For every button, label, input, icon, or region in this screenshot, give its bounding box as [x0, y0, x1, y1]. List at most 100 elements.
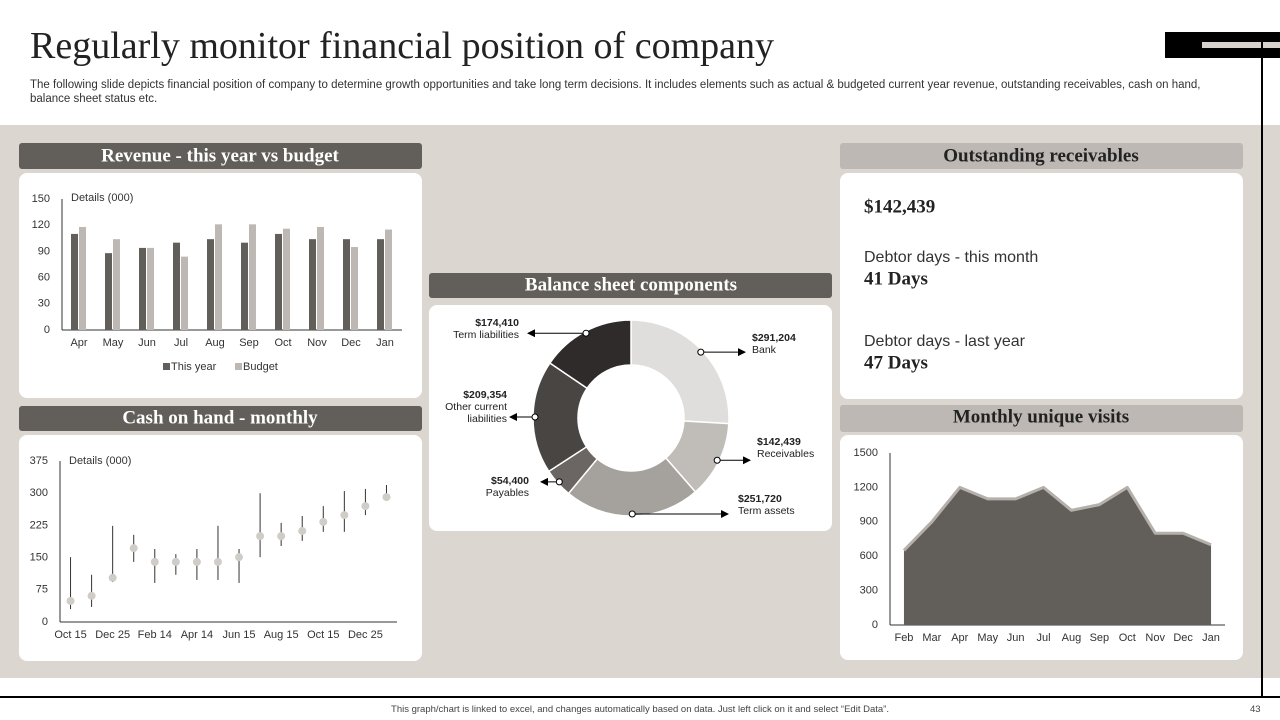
panel-header: [19, 406, 422, 431]
bar: [113, 239, 120, 330]
data-label-value: $174,410: [475, 317, 519, 329]
x-tick-label: Aug: [1062, 632, 1082, 644]
data-label-category: Bank: [752, 344, 776, 356]
area-line: [902, 485, 1212, 552]
axis-label: Details (000): [71, 192, 133, 204]
slide-subtitle: The following slide depicts financial po…: [30, 79, 1201, 105]
bar: [343, 239, 350, 330]
y-tick-label: 900: [860, 516, 878, 528]
bar: [147, 247, 154, 330]
bar: [275, 233, 282, 330]
close-point: [87, 591, 96, 600]
x-tick-label: Jun: [1007, 632, 1025, 644]
x-tick-label: Apr 14: [181, 629, 213, 641]
x-tick-label: Jun 15: [223, 629, 256, 641]
y-tick-label: 0: [872, 619, 878, 631]
x-tick-label: Oct 15: [54, 629, 86, 641]
close-point: [150, 557, 159, 566]
x-tick-label: Aug: [205, 337, 225, 349]
chart-title: Revenue - this year vs budget: [101, 145, 339, 166]
y-tick-label: 300: [30, 487, 48, 499]
legend-swatch: [235, 363, 242, 370]
y-tick-label: 375: [30, 455, 48, 467]
x-tick-label: Nov: [1145, 632, 1165, 644]
close-point: [277, 532, 286, 541]
bar: [139, 247, 146, 330]
x-tick-label: Apr: [70, 337, 87, 349]
callout-dot: [697, 348, 705, 356]
close-point: [235, 553, 244, 562]
chart-title: Monthly unique visits: [953, 406, 1129, 427]
callout-dot: [582, 329, 590, 337]
legend-swatch: [163, 363, 170, 370]
receivables-label: Debtor days - this month: [864, 249, 1038, 266]
panel-header: [840, 143, 1243, 169]
bar: [317, 226, 324, 330]
bar: [215, 224, 222, 330]
x-tick-label: Oct 15: [307, 629, 339, 641]
y-tick-label: 30: [38, 298, 50, 310]
y-tick-label: 600: [860, 550, 878, 562]
x-tick-label: Jul: [174, 337, 188, 349]
x-tick-label: Dec 25: [348, 629, 383, 641]
chart-title: Cash on hand - monthly: [122, 407, 318, 428]
legend-label: Budget: [243, 361, 278, 373]
footer-note: This graph/chart is linked to excel, and…: [391, 704, 889, 715]
panel: [840, 173, 1243, 399]
y-tick-label: 0: [42, 616, 48, 628]
callout-dot: [713, 456, 721, 464]
data-label-category: Payables: [485, 487, 529, 499]
x-tick-label: Apr: [951, 632, 968, 644]
page-number: 43: [1250, 704, 1261, 715]
y-tick-label: 150: [32, 193, 50, 205]
y-tick-label: 300: [860, 585, 878, 597]
legend-label: This year: [171, 361, 217, 373]
bar: [181, 256, 188, 330]
data-label-category: Term assets: [738, 505, 795, 517]
close-point: [171, 557, 180, 566]
receivables-label: Debtor days - last year: [864, 333, 1026, 350]
close-point: [298, 526, 307, 535]
x-tick-label: Jan: [1202, 632, 1220, 644]
x-tick-label: Jul: [1037, 632, 1051, 644]
y-tick-label: 1200: [854, 481, 878, 493]
panel-header: [429, 273, 832, 298]
x-tick-label: May: [977, 632, 998, 644]
data-label-value: $251,720: [738, 493, 782, 505]
close-point: [319, 517, 328, 526]
x-tick-label: Oct: [1119, 632, 1136, 644]
x-tick-label: Jan: [376, 337, 394, 349]
bar: [309, 239, 316, 330]
data-label-category: Other current liabilities: [445, 401, 507, 425]
x-tick-label: Oct: [274, 337, 291, 349]
bar: [377, 239, 384, 330]
y-tick-label: 225: [30, 519, 48, 531]
data-label-value: $54,400: [491, 475, 529, 487]
panel-title: Outstanding receivables: [943, 145, 1138, 166]
callout-dot: [628, 510, 636, 518]
data-label-category: Term liabilities: [453, 329, 519, 341]
bar: [249, 224, 256, 330]
data-label-value: $142,439: [757, 436, 801, 448]
slide-title: Regularly monitor financial position of …: [30, 25, 775, 67]
x-tick-label: Feb: [894, 632, 913, 644]
x-tick-label: Nov: [307, 337, 327, 349]
x-tick-label: Dec 25: [95, 629, 130, 641]
bar: [71, 233, 78, 330]
area: [903, 487, 1212, 625]
panel: [19, 435, 422, 661]
data-label: $291,204 Bank: [752, 332, 842, 356]
panel: [429, 305, 832, 531]
close-point: [66, 596, 75, 605]
close-point: [108, 573, 117, 582]
receivables-amount: $142,439: [864, 196, 935, 217]
vertical-rule: [1261, 32, 1263, 698]
x-tick-label: Jun: [138, 337, 156, 349]
y-tick-label: 0: [44, 324, 50, 336]
y-tick-label: 60: [38, 272, 50, 284]
data-label: $251,720 Term assets: [738, 493, 828, 517]
close-point: [256, 532, 265, 541]
close-point: [213, 557, 222, 566]
x-tick-label: Sep: [1090, 632, 1110, 644]
